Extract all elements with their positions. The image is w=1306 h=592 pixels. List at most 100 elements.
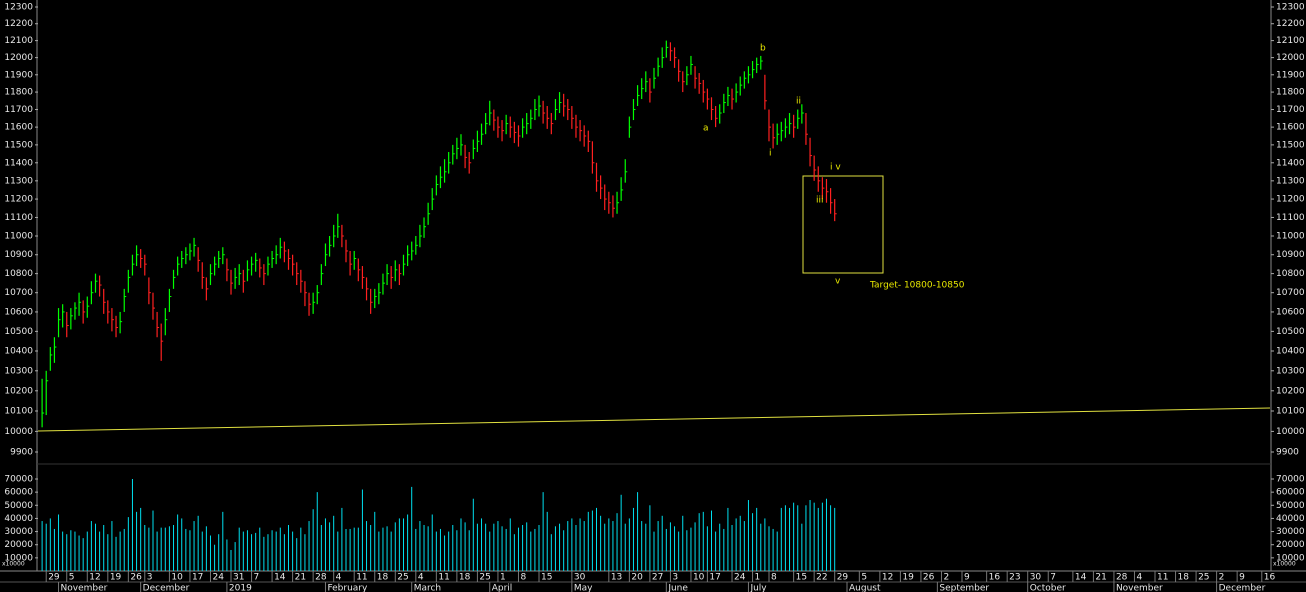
annotation: ii [796,97,801,107]
month-label: March [414,584,441,592]
x-tick-label: 30 [1030,573,1042,583]
y-tick-label: 11200 [4,195,33,205]
x-tick-label: 10 [693,573,705,583]
y-tick-label: 11000 [1276,232,1305,242]
x-tick-label: 1 [500,573,506,583]
month-label: August [849,584,881,592]
x-tick-label: 16 [989,573,1001,583]
y-tick-label: 10000 [1276,427,1305,437]
y-tick-label: 11900 [4,70,33,80]
x-tick-label: 7 [254,573,260,583]
month-label: December [143,584,190,592]
y-tick-label: 11000 [4,232,33,242]
volume-y-tick-label: 50000 [4,501,33,511]
x-tick-label: 15 [796,573,807,583]
x-tick-label: 8 [520,573,526,583]
x-tick-label: 10 [171,573,183,583]
y-tick-label: 10300 [1276,366,1305,376]
x-tick-label: 18 [459,573,471,583]
x-tick-label: 12 [89,573,100,583]
x-tick-label: 11 [438,573,449,583]
x-tick-label: 15 [541,573,552,583]
y-tick-label: 11200 [1276,195,1305,205]
x-tick-label: 2 [1219,573,1225,583]
annotations: a b i ii iii i v v Target- 10800-10850 [703,44,965,291]
x-tick-label: 5 [861,573,867,583]
x-tick-label: 28 [1116,573,1128,583]
y-tick-label: 10600 [4,307,33,317]
x-tick-label: 4 [418,573,424,583]
y-tick-label: 12100 [1276,36,1305,46]
y-tick-label: 10500 [1276,327,1305,337]
month-label: September [939,584,989,592]
x-tick-label: 28 [315,573,327,583]
y-tick-label: 12000 [1276,53,1305,63]
volume-y-tick-label: 10000 [1276,553,1305,563]
y-tick-label: 11100 [1276,213,1305,223]
x-tick-label: 19 [902,573,914,583]
x-tick-label: 21 [1095,573,1106,583]
month-label: May [574,584,593,592]
y-tick-label: 10500 [4,327,33,337]
x-tick-label: 31 [233,573,244,583]
volume-scale-label: x10000 [1273,561,1296,568]
y-tick-label: 11600 [1276,123,1305,133]
y-tick-label: 10300 [4,366,33,376]
x-tick-label: 11 [1157,573,1168,583]
y-tick-label: 10800 [1276,269,1305,279]
x-tick-label: 18 [1178,573,1190,583]
y-tick-label: 11600 [4,123,33,133]
volume-y-tick-label: 70000 [4,475,33,485]
y-tick-label: 12300 [1276,3,1305,13]
x-tick-label: 7 [1050,573,1056,583]
x-tick-label: 1 [755,573,761,583]
x-tick-label: 14 [274,573,286,583]
x-tick-label: 24 [212,573,224,583]
y-tick-label: 11700 [4,105,33,115]
x-tick-label: 2 [943,573,949,583]
volume-y-tick-label: 40000 [4,514,33,524]
annotation: b [760,44,766,54]
y-tick-label: 11900 [1276,70,1305,80]
volume-y-tick-label: 30000 [4,527,33,537]
annotation: v [835,277,841,287]
x-tick-label: 19 [110,573,122,583]
x-tick-label: 24 [734,573,746,583]
volume-y-tick-label: 70000 [1276,475,1305,485]
y-tick-label: 11500 [1276,140,1305,150]
y-tick-label: 10400 [1276,346,1305,356]
y-tick-label: 11100 [4,213,33,223]
y-tick-label: 11800 [4,88,33,98]
volume-y-tick-label: 30000 [1276,527,1305,537]
y-tick-label: 10200 [1276,386,1305,396]
x-tick-label: 12 [882,573,893,583]
x-tick-label: 17 [709,573,720,583]
y-tick-label: 12100 [4,36,33,46]
month-label: 2019 [229,584,252,592]
x-tick-label: 17 [192,573,203,583]
y-tick-label: 11400 [4,158,33,168]
y-tick-label: 10100 [4,406,33,416]
y-tick-label: 10100 [1276,406,1305,416]
x-tick-label: 29 [48,573,60,583]
x-tick-label: 30 [574,573,586,583]
y-tick-label: 11500 [4,140,33,150]
annotation: i [769,149,772,159]
y-tick-label: 11300 [4,176,33,186]
annotation: iii [816,196,824,206]
y-tick-label: 11300 [1276,176,1305,186]
y-tick-label: 12000 [4,53,33,63]
volume-y-tick-label: 20000 [4,540,33,550]
y-tick-label: 10700 [4,288,33,298]
y-tick-label: 11400 [1276,158,1305,168]
volume-y-tick-label: 50000 [1276,501,1305,511]
x-tick-label: 13 [611,573,622,583]
month-label: February [327,584,368,592]
annotation: a [703,124,709,134]
month-label: October [1030,584,1066,592]
x-tick-label: 22 [816,573,827,583]
volume-y-tick-label: 20000 [1276,540,1305,550]
target-box [802,175,884,274]
